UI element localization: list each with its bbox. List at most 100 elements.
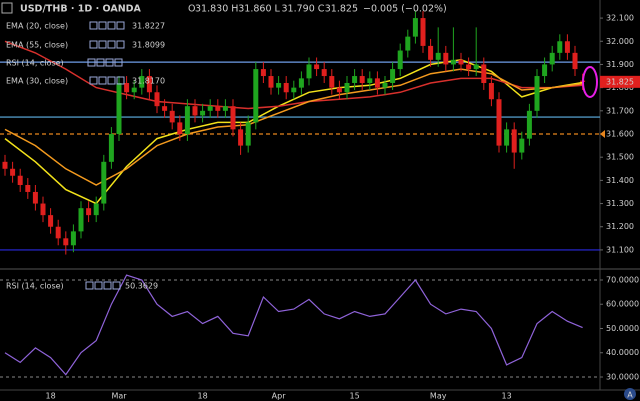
y-tick-label: 31.400 [606,176,634,185]
candle-body [222,106,228,111]
ema-line [4,59,583,205]
candle-body [260,69,266,77]
candle-body [443,52,449,65]
candle-body [108,134,114,162]
x-tick-label: 18 [198,392,208,401]
legend-icon[interactable] [98,21,107,30]
candle-body [283,82,289,93]
candle-body [329,76,335,88]
y-tick-label: 31.300 [606,199,634,208]
x-tick-label: Apr [272,392,287,401]
legend-icon[interactable] [116,76,125,85]
candle-body [131,87,137,93]
candle-body [473,64,479,70]
candle-body [116,82,122,134]
candle-body [298,78,304,88]
ohlc-value: 31.860 [238,4,271,15]
ohlc-key: O [188,4,195,15]
candle-body [488,82,494,100]
legend-icon[interactable] [107,76,116,85]
legend-value: 31.8227 [132,22,165,31]
candle-body [390,69,396,83]
legend-icon[interactable] [89,76,98,85]
legend-icon[interactable] [98,40,107,49]
legend-name: EMA (20, close) [6,22,68,31]
legend-icon[interactable] [112,281,121,290]
candle-body [564,41,570,53]
legend-icon[interactable] [89,21,98,30]
candle-body [245,122,251,146]
rsi-y-tick-label: 50.0000 [606,324,639,333]
rsi-legend-value: 50.3629 [125,282,158,291]
rsi-line [4,274,583,376]
ohlc-value: 31.830 [195,4,228,15]
candle-body [207,106,213,111]
x-tick-label: 15 [350,392,360,401]
candle-body [420,18,426,46]
legend-icon[interactable] [96,58,105,67]
candle-body [542,64,548,77]
rsi-y-tick-label: 60.0000 [606,300,639,309]
legend-icon[interactable] [105,58,114,67]
candle-body [382,82,388,88]
y-tick-label: 31.600 [606,130,634,139]
legend-icon[interactable] [116,21,125,30]
candle-body [450,59,456,65]
candle-body [253,69,259,123]
candle-body [291,87,297,93]
candle-body [321,69,327,77]
legend-icon[interactable] [116,40,125,49]
legend-icon[interactable] [98,76,107,85]
candle-body [435,52,441,60]
candle-body [55,226,61,239]
candle-body [63,238,69,246]
collapse-button[interactable] [1,2,13,14]
rsi-y-tick-label: 40.0000 [606,348,639,357]
candle-body [466,64,472,70]
legend-icon[interactable] [87,58,96,67]
legend-icon[interactable] [94,281,103,290]
y-tick-label: 31.500 [606,153,634,162]
candle-body [215,106,221,111]
y-tick-label: 32.000 [606,37,634,46]
last-price-box [600,75,640,88]
legend-icon[interactable] [107,40,116,49]
y-tick-label: 31.900 [606,60,634,69]
ohlc-key: H [231,4,238,15]
candle-body [534,76,540,111]
candle-body [25,185,31,192]
candle-body [200,110,206,116]
candle-body [458,59,464,65]
legend-icon[interactable] [85,281,94,290]
candle-body [192,106,198,116]
ohlc-value: 31.790 [282,4,315,15]
candle-body [48,215,54,227]
rsi-y-tick-label: 30.0000 [606,373,639,382]
legend-icon[interactable] [89,40,98,49]
candle-body [397,50,403,70]
candle-body [86,208,92,216]
y-tick-label: 31.200 [606,222,634,231]
auto-scale-button[interactable] [624,388,636,400]
candle-body [268,76,274,88]
candle-body [557,41,563,53]
x-tick-label: 18 [46,392,56,401]
price-marker [600,130,605,138]
auto-scale-label: A [627,391,633,400]
x-tick-label: Mar [111,392,127,401]
legend: EMA (20, close) 31.8227 EMA (55, close) 31.… [6,21,165,291]
x-tick-label: May [430,392,447,401]
candle-body [184,106,190,134]
candle-body [32,191,38,204]
candle-body [162,106,168,111]
candle-body [101,161,107,204]
candle-body [78,208,84,232]
candle-body [10,168,16,176]
candle-body [306,64,312,79]
x-tick-label: 13 [502,392,512,401]
legend-icon[interactable] [103,281,112,290]
legend-icon[interactable] [107,21,116,30]
candle-body [238,129,244,146]
legend-icon[interactable] [114,58,123,67]
